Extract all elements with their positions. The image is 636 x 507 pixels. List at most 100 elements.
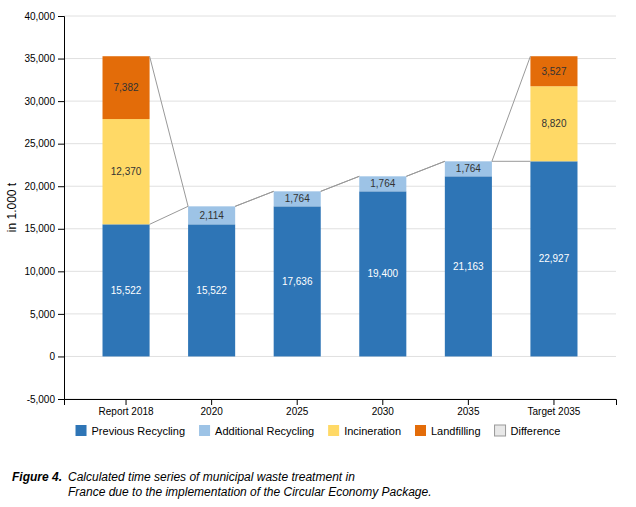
difference-line	[492, 56, 531, 161]
legend-label: Additional Recycling	[215, 425, 314, 437]
tick-mark	[58, 186, 64, 187]
bar	[103, 224, 150, 356]
difference-line	[235, 191, 274, 206]
data-label: 1,764	[370, 178, 395, 189]
bar	[103, 56, 150, 119]
data-labels: 15,52215,52217,63619,40021,16322,9272,11…	[111, 66, 570, 296]
tick-mark	[126, 399, 127, 405]
y-tick: 20,000	[24, 181, 64, 192]
tick-mark	[58, 229, 64, 230]
bar-series	[103, 86, 578, 224]
tick-mark	[58, 399, 64, 400]
axis-line	[65, 400, 617, 406]
tick-mark	[382, 399, 383, 405]
difference-line	[406, 161, 445, 176]
bar	[188, 206, 235, 207]
caption-text: Calculated time series of municipal wast…	[68, 470, 355, 484]
tick-label: 20,000	[24, 181, 55, 192]
y-tick: 5,000	[30, 309, 64, 320]
tick-mark	[211, 399, 212, 405]
legend-item: Difference	[495, 425, 561, 437]
bar	[530, 56, 577, 86]
plot: -5,000 0 5,000 10,000 15,000 20,000 25,000 30,0…	[24, 11, 616, 417]
tick-label: 35,000	[24, 53, 55, 64]
y-tick: 10,000	[24, 266, 64, 277]
legend-swatch	[199, 425, 210, 436]
caption: Figure 4. Calculated time series of munic…	[12, 470, 432, 499]
y-tick: 25,000	[24, 138, 64, 149]
legend-label: Landfilling	[431, 425, 481, 437]
tick-mark	[297, 399, 298, 405]
tick-label: 2030	[372, 406, 395, 417]
tick-mark	[468, 399, 469, 405]
bar	[530, 86, 577, 161]
difference-line	[321, 176, 360, 191]
y-tick: 0	[49, 351, 64, 362]
difference-line	[235, 191, 274, 206]
y-tick: 30,000	[24, 96, 64, 107]
bar-series	[103, 56, 578, 119]
y-tick: 40,000	[24, 11, 64, 22]
data-label: 2,114	[199, 210, 224, 221]
tick-mark	[58, 144, 64, 145]
difference-line	[492, 161, 531, 162]
bar	[188, 206, 235, 207]
grid	[64, 16, 616, 399]
tick-label: -5,000	[27, 394, 56, 405]
bar-series	[188, 161, 492, 224]
x-tick: 2035	[457, 399, 480, 417]
data-label: 15,522	[196, 285, 227, 296]
data-label: 12,370	[111, 166, 142, 177]
bar	[359, 191, 406, 356]
bar	[445, 176, 492, 356]
axis-line	[58, 17, 65, 400]
tick-mark	[58, 59, 64, 60]
difference-line	[150, 206, 189, 224]
tick-mark	[58, 356, 64, 357]
legend-label: Previous Recycling	[92, 425, 186, 437]
tick-label: 40,000	[24, 11, 55, 22]
legend-label: Incineration	[344, 425, 401, 437]
tick-label: 2025	[286, 406, 309, 417]
tick-label: 2035	[457, 406, 480, 417]
x-tick: Report 2018	[99, 399, 154, 417]
legend-swatch	[415, 425, 426, 436]
bar	[359, 176, 406, 191]
tick-label: 0	[49, 351, 55, 362]
tick-label: 10,000	[24, 266, 55, 277]
caption-label: Figure 4.	[12, 470, 62, 484]
y-label: in 1.000 t	[5, 182, 19, 232]
tick-label: 30,000	[24, 96, 55, 107]
tick-label: 25,000	[24, 138, 55, 149]
tick-mark	[553, 399, 554, 405]
legend-item: Previous Recycling	[76, 425, 186, 437]
difference	[150, 56, 531, 224]
data-label: 1,764	[456, 163, 481, 174]
y-tick: 35,000	[24, 53, 64, 64]
y-tick: -5,000	[27, 394, 64, 405]
x-tick: 2030	[372, 399, 395, 417]
bar	[188, 206, 235, 224]
bar	[274, 191, 321, 192]
grid-line	[64, 16, 616, 17]
bar	[359, 176, 406, 177]
data-label: 1,764	[285, 193, 310, 204]
bar	[103, 119, 150, 224]
data-label: 7,382	[114, 82, 139, 93]
data-label: 15,522	[111, 285, 142, 296]
bar	[445, 161, 492, 176]
data-label: 21,163	[453, 261, 484, 272]
bar	[445, 161, 492, 162]
data-label: 17,636	[282, 276, 313, 287]
legend-swatch	[495, 425, 506, 436]
tick-mark	[58, 16, 64, 17]
legend-item: Landfilling	[415, 425, 481, 437]
tick-label: 15,000	[24, 223, 55, 234]
x-tick: 2025	[286, 399, 309, 417]
legend-item: Additional Recycling	[199, 425, 314, 437]
difference-line	[406, 161, 445, 176]
tick-label: 2020	[201, 406, 224, 417]
legend-swatch	[76, 425, 87, 436]
x-axis: Report 20182020202520302035Target 2035	[65, 399, 617, 417]
bar	[274, 191, 321, 206]
